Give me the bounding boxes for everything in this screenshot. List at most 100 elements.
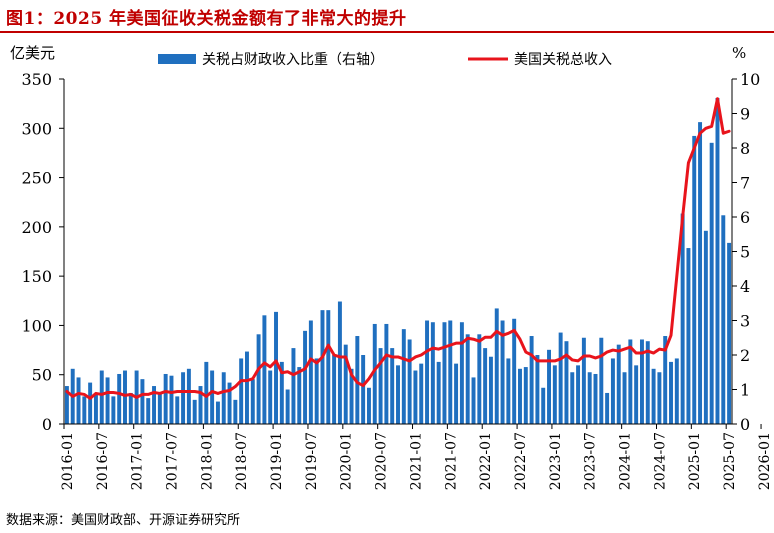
line-point [327, 344, 329, 346]
chart-title: 图1：2025 年美国征收关税金额有了非常大的提升 [6, 9, 407, 29]
line-point [77, 392, 80, 395]
bar [523, 367, 528, 424]
bar [274, 311, 278, 425]
line-point [705, 127, 707, 129]
line-point [147, 393, 149, 396]
x-tick-label: 2022-01 [478, 432, 494, 490]
y-left-tick-label: 250 [21, 169, 52, 188]
line-point [246, 380, 248, 382]
bar [541, 387, 546, 424]
line-point [252, 378, 254, 380]
bar [105, 377, 110, 424]
line-point [583, 355, 585, 357]
line-point [397, 356, 399, 358]
line-point [693, 147, 695, 149]
line-point [531, 354, 533, 356]
x-tick-label: 2021-01 [408, 432, 424, 490]
x-tick-label: 2017-07 [164, 432, 180, 490]
bar [698, 122, 703, 425]
bar [709, 142, 714, 424]
bar [727, 242, 732, 425]
bar [117, 373, 122, 424]
bar [581, 337, 586, 424]
x-tick-label: 2024-07 [652, 432, 668, 490]
line-point [391, 356, 393, 358]
line-point [385, 354, 387, 356]
bar [459, 322, 464, 424]
bar [175, 396, 180, 424]
bar [245, 351, 249, 424]
bar [686, 248, 691, 424]
line-point [275, 360, 277, 362]
legend-bar-swatch [158, 54, 196, 64]
line-point [548, 360, 550, 362]
line-point [682, 216, 684, 218]
bar [570, 372, 575, 424]
bar [198, 386, 203, 424]
bar [181, 372, 186, 424]
line-point [316, 362, 318, 364]
bar [448, 320, 453, 424]
bar [436, 361, 441, 424]
line-point [716, 98, 719, 100]
line-point [612, 349, 614, 351]
line-point [205, 395, 207, 397]
bar [297, 367, 302, 424]
bar [657, 372, 662, 424]
line-point [670, 334, 672, 336]
x-tick-label: 2019-07 [304, 432, 320, 490]
line-point [83, 393, 85, 396]
line-point [106, 391, 109, 394]
y-right-axis-label: % [732, 44, 746, 62]
bar [128, 392, 133, 424]
y-right-tick-label: 8 [740, 139, 750, 158]
line-point [339, 356, 341, 358]
bar [239, 358, 244, 424]
line-point [664, 349, 666, 351]
y-right-tick-label: 5 [740, 243, 750, 262]
line-point [629, 346, 631, 348]
bar [512, 318, 517, 424]
bar [192, 399, 197, 424]
line-point [577, 360, 579, 362]
bar [93, 392, 98, 424]
line-point [507, 332, 509, 334]
y-right-tick-label: 0 [740, 415, 750, 434]
bar [442, 322, 447, 424]
x-tick-label: 2020-07 [374, 432, 390, 490]
bar [454, 363, 459, 425]
line-point [560, 358, 562, 360]
bar [221, 372, 226, 424]
bar [314, 358, 319, 424]
y-right-tick-label: 3 [740, 312, 750, 331]
bar [483, 348, 488, 424]
bar [396, 365, 400, 424]
line-point [223, 390, 225, 393]
bar [285, 389, 290, 424]
bar [564, 341, 569, 424]
bar [680, 213, 685, 424]
bar [616, 344, 621, 424]
bar [227, 382, 232, 424]
bar [715, 97, 720, 425]
line-point [310, 358, 312, 360]
line-point [519, 338, 521, 340]
chart-area: 亿美元 % 关税占财政收入比重（右轴） 美国关税总收入 0 50 100 150 200… [0, 34, 774, 504]
line-point [101, 393, 103, 396]
line-point [217, 392, 219, 395]
line-point [182, 390, 184, 393]
bar [663, 336, 668, 424]
bar [262, 315, 267, 424]
bar [82, 396, 87, 424]
bar [256, 334, 261, 424]
line-point [711, 125, 713, 127]
line-point [554, 360, 556, 362]
bar [378, 348, 383, 424]
line-point [199, 391, 202, 394]
line-point [124, 394, 126, 397]
line-point [652, 352, 655, 354]
bar [320, 310, 325, 424]
line-point [136, 396, 138, 398]
bar [372, 323, 377, 424]
bar [215, 401, 220, 424]
